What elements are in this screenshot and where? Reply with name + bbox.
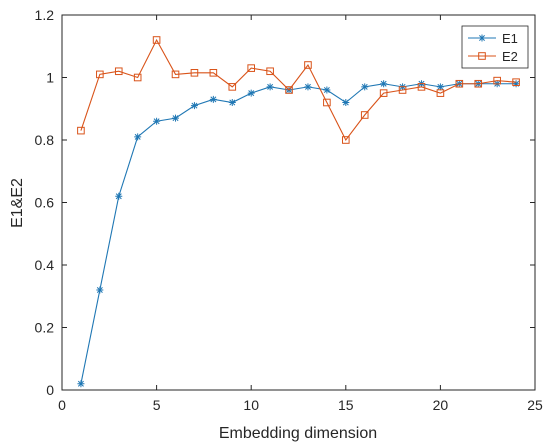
x-tick-label: 20 bbox=[433, 397, 449, 413]
data-point-e2 bbox=[323, 98, 331, 107]
data-point-e1 bbox=[342, 99, 350, 106]
data-point-e2 bbox=[171, 70, 180, 79]
data-point-e2 bbox=[398, 86, 407, 94]
y-tick-label: 0 bbox=[46, 382, 54, 398]
axes: 0 5 10 15 20 25 0 0.2 0.4 0.6 0.8 1 1.2 bbox=[35, 7, 543, 413]
plot-area bbox=[77, 36, 520, 388]
data-point-e2 bbox=[209, 69, 218, 77]
x-tick-label: 10 bbox=[243, 397, 259, 413]
legend-marker-e2 bbox=[478, 52, 486, 60]
data-point-e1 bbox=[153, 117, 161, 125]
x-tick-label: 5 bbox=[153, 397, 161, 413]
data-point-e1 bbox=[323, 86, 331, 94]
data-point-e2 bbox=[493, 76, 501, 85]
series-line-e1 bbox=[80, 83, 517, 384]
y-tick-label: 1.2 bbox=[35, 7, 55, 23]
y-tick-label: 0.2 bbox=[35, 320, 55, 336]
data-point-e1 bbox=[266, 83, 274, 91]
data-point-e1 bbox=[228, 99, 236, 106]
data-point-e2 bbox=[266, 67, 274, 76]
series-e2 bbox=[77, 36, 520, 144]
data-point-e1 bbox=[172, 114, 180, 122]
x-tick-label: 0 bbox=[58, 397, 66, 413]
data-point-e2 bbox=[304, 61, 312, 69]
series-line-e2 bbox=[80, 38, 517, 142]
legend-label-e1: E1 bbox=[502, 31, 518, 46]
data-point-e2 bbox=[512, 78, 520, 86]
data-point-e1 bbox=[304, 83, 312, 91]
y-tick-label: 0.6 bbox=[35, 195, 55, 211]
data-point-e2 bbox=[342, 136, 350, 144]
legend-box bbox=[461, 25, 529, 69]
data-point-e1 bbox=[380, 80, 388, 88]
data-point-e2 bbox=[379, 89, 388, 97]
data-point-e1 bbox=[436, 83, 444, 91]
data-point-e1 bbox=[247, 89, 255, 97]
data-point-e1 bbox=[209, 95, 217, 103]
data-point-e2 bbox=[285, 86, 293, 94]
data-point-e2 bbox=[228, 83, 237, 91]
data-point-e2 bbox=[152, 36, 161, 44]
data-point-e2 bbox=[436, 89, 445, 97]
y-tick-label: 0.4 bbox=[35, 257, 55, 273]
data-point-e1 bbox=[512, 80, 520, 88]
data-point-e2 bbox=[360, 111, 369, 119]
data-point-e1 bbox=[190, 102, 198, 110]
data-point-e2 bbox=[455, 79, 464, 88]
x-tick-label: 15 bbox=[338, 397, 354, 413]
data-point-e1 bbox=[77, 380, 85, 388]
data-point-e2 bbox=[77, 126, 85, 135]
legend-label-e2: E2 bbox=[502, 49, 518, 64]
data-point-e2 bbox=[114, 67, 123, 76]
y-axis-title: E1&E2 bbox=[9, 178, 26, 228]
legend-marker-e1 bbox=[478, 34, 486, 42]
x-tick-label: 25 bbox=[527, 397, 543, 413]
data-point-e2 bbox=[247, 64, 255, 72]
data-point-e1 bbox=[361, 83, 369, 91]
series-e1 bbox=[77, 80, 520, 388]
data-point-e2 bbox=[133, 73, 142, 82]
x-axis-title: Embedding dimension bbox=[219, 425, 377, 442]
data-point-e1 bbox=[134, 133, 142, 141]
data-point-e2 bbox=[96, 70, 104, 79]
data-point-e1 bbox=[96, 286, 104, 294]
data-point-e2 bbox=[190, 69, 199, 77]
y-tick-label: 1 bbox=[46, 70, 54, 86]
data-point-e2 bbox=[417, 83, 426, 91]
data-point-e1 bbox=[115, 192, 123, 200]
data-point-e2 bbox=[474, 79, 483, 88]
axes-box bbox=[61, 14, 536, 391]
y-tick-label: 0.8 bbox=[35, 132, 55, 148]
